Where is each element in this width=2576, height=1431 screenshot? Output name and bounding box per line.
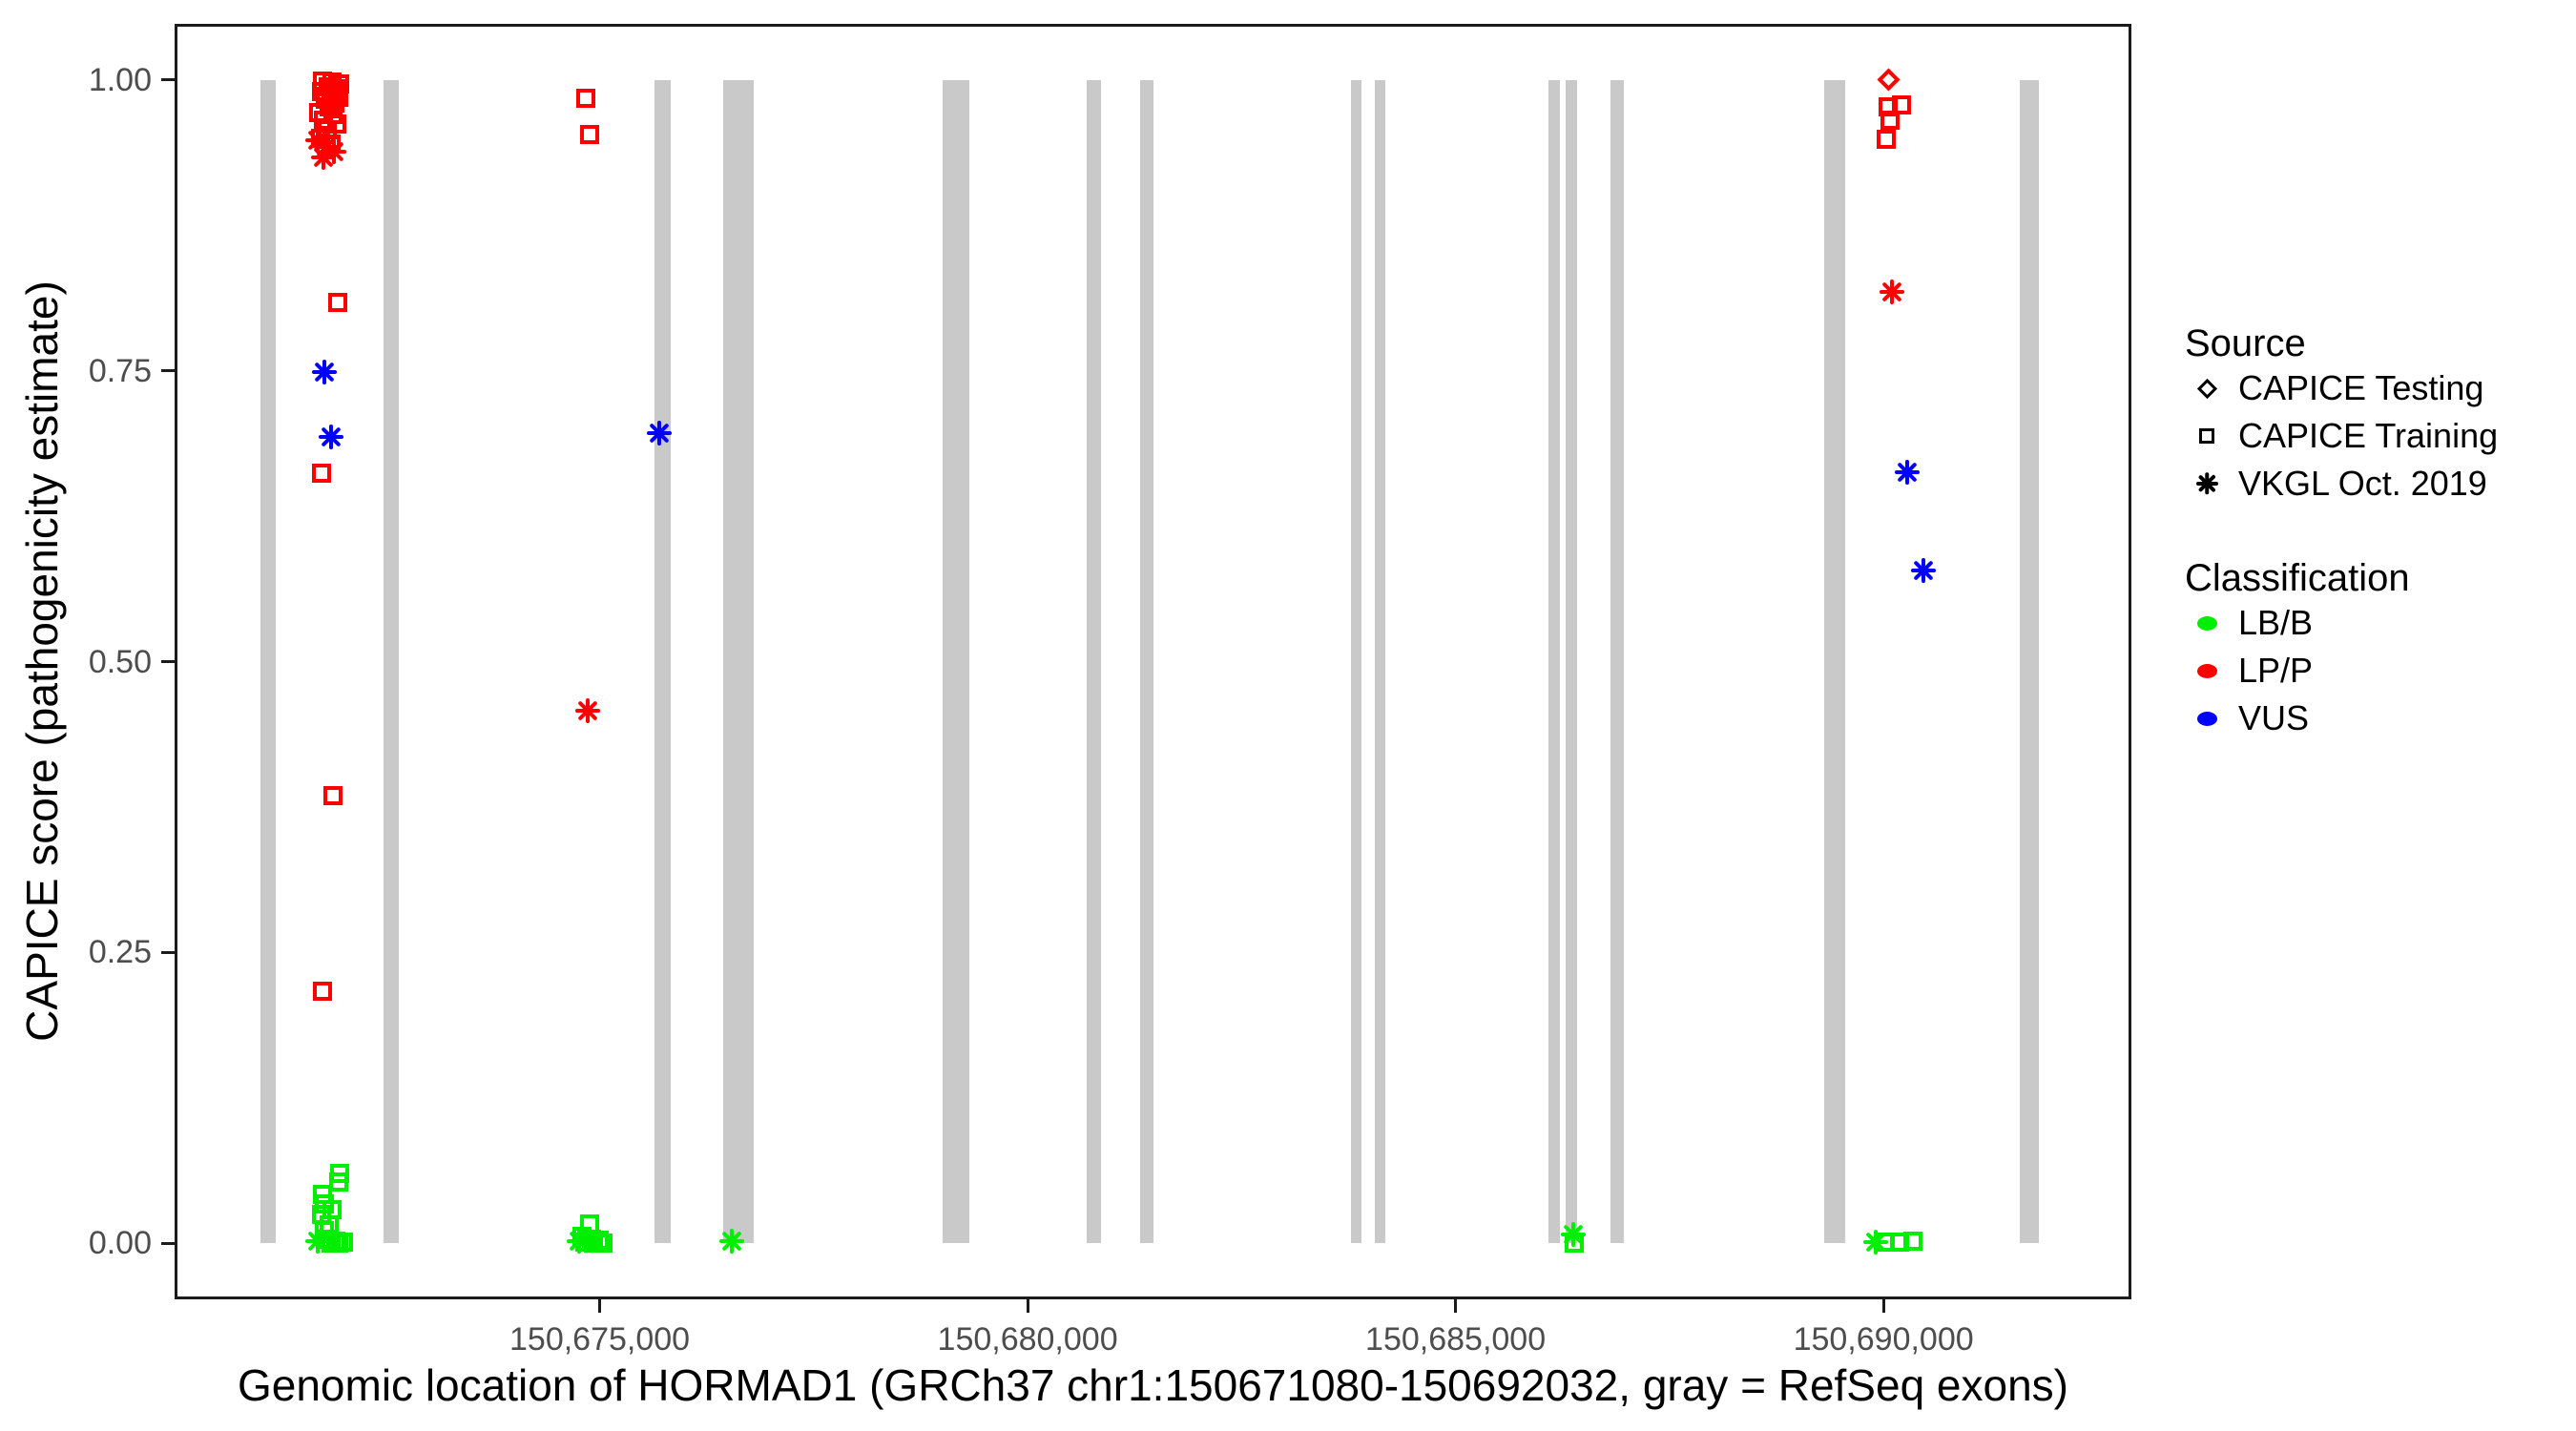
refseq-exon-bar xyxy=(260,79,276,1244)
x-tick-mark xyxy=(1881,1299,1885,1313)
legend-item-capice-training: CAPICE Training xyxy=(2185,412,2566,460)
refseq-exon-bar xyxy=(1565,79,1577,1244)
vus-dot-icon xyxy=(2196,711,2217,726)
x-tick-mark xyxy=(1454,1299,1458,1313)
y-tick-label: 0.25 xyxy=(88,934,152,971)
square-icon xyxy=(2199,428,2214,444)
plot-panel xyxy=(175,24,2131,1299)
refseq-exon-bar xyxy=(1374,79,1385,1244)
lpp-dot-icon xyxy=(2196,663,2217,678)
legend: Source CAPICE Testing CAPICE Training VK… xyxy=(2185,322,2566,742)
legend-item-vus: VUS xyxy=(2185,695,2566,742)
asterisk-icon xyxy=(2195,472,2218,495)
refseq-exon-bar xyxy=(943,79,969,1244)
refseq-exon-bar xyxy=(383,79,399,1244)
y-tick-label: 1.00 xyxy=(88,61,152,98)
lbb-dot-icon xyxy=(2196,615,2217,631)
y-tick-mark xyxy=(161,950,175,954)
refseq-exon-bar xyxy=(1823,79,1845,1244)
legend-item-lpp: LP/P xyxy=(2185,647,2566,695)
x-tick-label: 150,680,000 xyxy=(937,1321,1118,1358)
x-tick-mark xyxy=(1026,1299,1029,1313)
legend-label-capice-testing: CAPICE Testing xyxy=(2238,368,2484,407)
diamond-icon xyxy=(2196,378,2217,399)
legend-label-vus: VUS xyxy=(2238,698,2310,737)
refseq-exon-bar xyxy=(1139,79,1153,1244)
legend-label-vkgl: VKGL Oct. 2019 xyxy=(2238,464,2487,503)
y-tick-mark xyxy=(161,78,175,82)
refseq-exon-bar xyxy=(723,79,755,1244)
refseq-exon-bar xyxy=(1086,79,1101,1244)
legend-item-capice-testing: CAPICE Testing xyxy=(2185,364,2566,412)
legend-classification-title: Classification xyxy=(2185,557,2410,599)
y-tick-label: 0.50 xyxy=(88,643,152,680)
refseq-exon-bar xyxy=(654,79,671,1244)
x-tick-label: 150,685,000 xyxy=(1365,1321,1547,1358)
x-axis-title: Genomic location of HORMAD1 (GRCh37 chr1… xyxy=(237,1360,2069,1410)
legend-item-lbb: LB/B xyxy=(2185,599,2566,647)
legend-source-title: Source xyxy=(2185,322,2306,364)
y-tick-mark xyxy=(161,369,175,373)
y-tick-mark xyxy=(161,1241,175,1245)
refseq-exon-bar xyxy=(1350,79,1361,1244)
legend-label-capice-training: CAPICE Training xyxy=(2238,416,2499,455)
legend-item-vkgl: VKGL Oct. 2019 xyxy=(2185,460,2566,508)
y-tick-label: 0.75 xyxy=(88,352,152,389)
x-tick-label: 150,675,000 xyxy=(509,1321,691,1358)
x-tick-mark xyxy=(598,1299,602,1313)
refseq-exon-bar xyxy=(1610,79,1624,1244)
y-tick-label: 0.00 xyxy=(88,1225,152,1262)
legend-label-lbb: LB/B xyxy=(2238,603,2314,642)
refseq-exon-bar xyxy=(2019,79,2039,1244)
y-axis-title: CAPICE score (pathogenicity estimate) xyxy=(17,280,67,1042)
refseq-exon-bar xyxy=(1548,79,1560,1244)
y-tick-mark xyxy=(161,660,175,663)
legend-label-lpp: LP/P xyxy=(2238,651,2314,690)
x-tick-label: 150,690,000 xyxy=(1793,1321,1974,1358)
